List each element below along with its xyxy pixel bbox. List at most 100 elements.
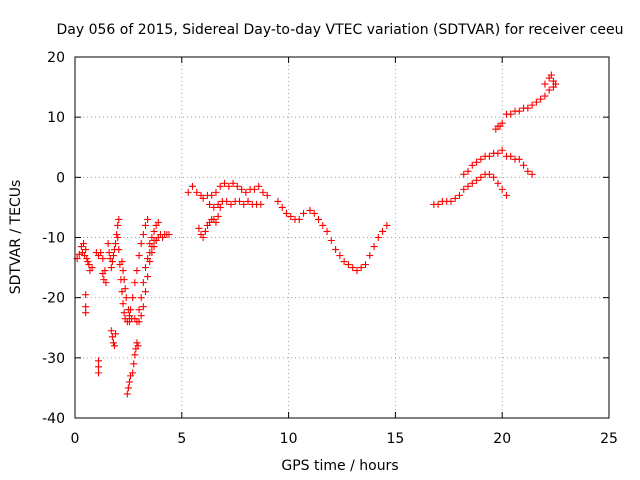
data-point — [195, 224, 203, 232]
data-point — [141, 288, 149, 296]
data-point — [135, 306, 143, 314]
data-point — [82, 309, 90, 317]
data-point — [447, 197, 455, 205]
data-point — [357, 264, 365, 272]
data-point — [199, 194, 207, 202]
data-point — [263, 191, 271, 199]
data-point — [120, 276, 128, 284]
data-point — [129, 294, 137, 302]
series-early-c — [92, 249, 107, 263]
data-point — [114, 221, 122, 229]
data-point — [118, 288, 126, 296]
data-point — [340, 258, 348, 266]
data-point — [115, 215, 123, 223]
x-tick-label: 0 — [71, 431, 80, 447]
data-point — [113, 230, 121, 238]
data-point — [278, 203, 286, 211]
data-point — [349, 264, 357, 272]
data-point — [214, 200, 222, 208]
data-points-layer — [73, 71, 560, 398]
series-early-e — [99, 267, 110, 287]
data-point — [133, 267, 141, 275]
data-point — [112, 330, 120, 338]
data-point — [131, 351, 139, 359]
data-point — [223, 197, 231, 205]
data-point — [144, 255, 152, 263]
data-point — [221, 179, 229, 187]
data-point — [121, 285, 129, 293]
data-point — [104, 240, 112, 248]
data-point — [107, 264, 115, 272]
data-point — [122, 294, 130, 302]
series-early-b — [82, 291, 90, 317]
data-point — [374, 234, 382, 241]
data-point — [485, 170, 493, 178]
data-point — [323, 227, 331, 235]
series-arc-1 — [104, 215, 123, 272]
data-point — [242, 188, 250, 196]
series-early-d — [94, 357, 102, 377]
data-point — [111, 342, 119, 350]
data-point — [300, 209, 308, 217]
x-tick-label: 10 — [280, 431, 298, 447]
data-point — [83, 255, 91, 263]
data-point — [528, 170, 536, 178]
data-point — [306, 206, 314, 214]
data-point — [134, 342, 142, 350]
data-point — [383, 221, 391, 229]
data-point — [135, 318, 143, 326]
x-tick-label: 25 — [600, 431, 618, 447]
data-point — [259, 188, 267, 196]
data-point — [82, 291, 90, 299]
y-tick-label: 0 — [56, 170, 65, 186]
y-tick-label: -30 — [42, 351, 65, 367]
x-tick-label: 20 — [493, 431, 511, 447]
data-point — [532, 98, 540, 106]
series-mid-2 — [195, 203, 224, 241]
data-point — [107, 327, 115, 335]
y-tick-label: -20 — [42, 291, 65, 307]
series-arc-5 — [123, 339, 142, 398]
series-late-5 — [541, 71, 557, 88]
data-point — [464, 167, 472, 175]
data-point — [129, 369, 137, 377]
data-point — [85, 261, 93, 269]
data-point — [150, 227, 158, 235]
data-point — [108, 333, 116, 341]
y-axis-label: SDTVAR / TECUs — [8, 180, 24, 295]
data-point — [434, 200, 442, 208]
data-point — [295, 215, 303, 223]
data-point — [473, 158, 481, 166]
data-point — [146, 249, 154, 257]
data-point — [109, 252, 117, 260]
series-mid-3 — [206, 197, 265, 211]
data-point — [274, 197, 282, 205]
data-point — [524, 104, 532, 112]
data-point — [460, 170, 468, 178]
data-point — [101, 267, 109, 275]
data-point — [199, 234, 207, 241]
data-point — [485, 152, 493, 160]
data-point — [229, 179, 237, 187]
data-point — [125, 378, 133, 386]
data-point — [112, 240, 120, 248]
y-tick-label: 10 — [47, 110, 65, 126]
y-tick-label: 20 — [47, 50, 65, 66]
data-point — [344, 261, 352, 269]
data-point — [214, 212, 222, 220]
data-point — [361, 261, 369, 269]
data-point — [80, 240, 88, 248]
data-point — [468, 161, 476, 169]
data-point — [244, 197, 252, 205]
data-point — [477, 173, 485, 181]
data-point — [541, 92, 549, 100]
data-point — [118, 258, 126, 266]
series-late-4 — [502, 80, 560, 118]
data-point — [88, 264, 96, 272]
series-late-3 — [492, 119, 506, 133]
data-point — [94, 363, 102, 371]
data-point — [507, 152, 515, 160]
data-point — [547, 71, 555, 79]
data-point — [524, 167, 532, 175]
